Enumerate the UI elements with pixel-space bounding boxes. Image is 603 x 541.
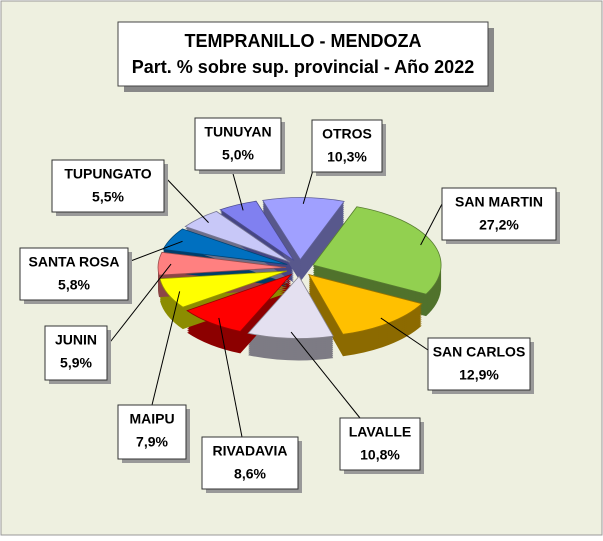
label-box bbox=[339, 417, 421, 471]
label-box bbox=[19, 247, 129, 301]
slice-label: TUNUYAN bbox=[204, 124, 271, 140]
slice bbox=[184, 210, 291, 263]
slice-label: JUNIN bbox=[55, 332, 97, 348]
label-box bbox=[201, 436, 299, 490]
slice bbox=[312, 206, 442, 295]
leader-line bbox=[127, 240, 183, 263]
slice-label: SANTA ROSA bbox=[29, 254, 120, 270]
slice-value: 7,9% bbox=[136, 434, 168, 450]
leader-line bbox=[163, 175, 209, 223]
slice-label: OTROS bbox=[322, 126, 372, 142]
leader-line bbox=[106, 263, 172, 347]
slice-value: 5,9% bbox=[60, 355, 92, 371]
label-box bbox=[117, 404, 187, 460]
label-box bbox=[441, 187, 557, 241]
slice-label: LAVALLE bbox=[349, 424, 411, 440]
label-box bbox=[427, 337, 531, 391]
slice-label: TUPUNGATO bbox=[64, 166, 151, 182]
label-box bbox=[311, 119, 383, 173]
slice bbox=[219, 200, 295, 261]
slice-label: MAIPU bbox=[129, 411, 174, 427]
slice-label: RIVADAVIA bbox=[213, 443, 288, 459]
chart-title: TEMPRANILLO - MENDOZA bbox=[185, 31, 422, 51]
slice-label: SAN MARTIN bbox=[455, 194, 543, 210]
slice-value: 8,6% bbox=[234, 466, 266, 482]
slice-value: 10,3% bbox=[327, 149, 367, 165]
slice-value: 10,8% bbox=[360, 447, 400, 463]
label-box bbox=[51, 159, 165, 213]
leader-line bbox=[231, 169, 244, 211]
slice-value: 12,9% bbox=[459, 367, 499, 383]
label-box bbox=[194, 117, 282, 171]
slice bbox=[162, 228, 288, 265]
leader-line bbox=[290, 331, 361, 419]
slice bbox=[186, 273, 293, 332]
label-box bbox=[44, 325, 108, 381]
leader-line bbox=[420, 203, 443, 246]
slice-value: 5,0% bbox=[222, 147, 254, 163]
title-box bbox=[117, 21, 489, 87]
slice-value: 5,8% bbox=[58, 277, 90, 293]
leader-line bbox=[380, 317, 429, 351]
slice-label: SAN CARLOS bbox=[433, 344, 526, 360]
slice bbox=[247, 275, 334, 339]
leader-line bbox=[151, 291, 181, 406]
chart-subtitle: Part. % sobre sup. provincial - Año 2022 bbox=[132, 57, 474, 77]
leader-line bbox=[218, 317, 243, 438]
slice-value: 5,5% bbox=[92, 189, 124, 205]
slice bbox=[262, 197, 345, 261]
slice-value: 27,2% bbox=[479, 217, 519, 233]
slice bbox=[157, 251, 287, 276]
